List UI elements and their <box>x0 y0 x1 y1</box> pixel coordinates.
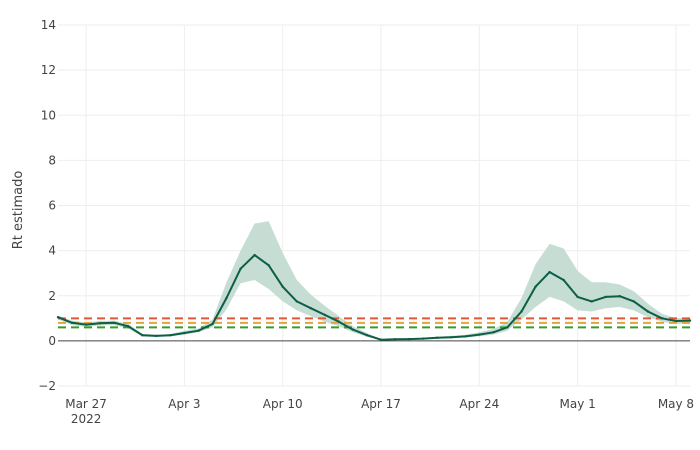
rt-data-point <box>548 270 551 274</box>
rt-data-point <box>239 267 242 270</box>
confidence-band <box>58 221 690 340</box>
rt-data-point <box>197 329 200 332</box>
y-tick-label: 8 <box>48 153 56 167</box>
rt-data-point <box>506 326 509 329</box>
rt-data-point <box>211 322 214 326</box>
x-tick-label: Apr 24 <box>459 397 499 411</box>
rt-data-point <box>688 319 692 322</box>
rt-data-point <box>70 321 74 324</box>
rt-data-point <box>155 334 158 338</box>
rt-series-line <box>57 254 691 341</box>
x-tick-label: May 8 <box>658 397 694 411</box>
rt-data-point <box>646 310 650 313</box>
y-tick-label: 0 <box>48 334 56 348</box>
rt-data-point <box>422 337 425 340</box>
rt-data-point <box>113 321 116 324</box>
rt-data-point <box>295 300 298 303</box>
rt-data-point <box>576 295 579 299</box>
x-tick-label: May 1 <box>560 397 596 411</box>
rt-data-point <box>141 334 144 337</box>
rt-data-point <box>56 316 60 319</box>
rt-data-point <box>183 331 186 335</box>
rt-data-point <box>379 338 383 341</box>
rt-data-point <box>253 253 256 257</box>
rt-data-point <box>618 295 621 298</box>
gridlines <box>58 24 690 387</box>
rt-data-point <box>590 300 593 303</box>
y-tick-label: 4 <box>48 244 56 258</box>
rt-data-point <box>365 334 369 337</box>
reference-lines <box>58 317 690 329</box>
series-line-layer <box>56 253 692 341</box>
rt-data-point <box>407 337 411 341</box>
y-axis-title: Rt estimado <box>11 171 26 250</box>
x-tick-label: Apr 3 <box>168 397 200 411</box>
rt-data-point <box>309 307 312 310</box>
rt-data-point <box>520 310 523 313</box>
y-tick-label: 6 <box>48 199 56 213</box>
rt-data-point <box>281 285 284 288</box>
x-tick-label: Mar 27 <box>65 397 107 411</box>
rt-data-point <box>98 322 102 325</box>
rt-data-point <box>323 313 326 317</box>
rt-data-point <box>393 338 397 341</box>
x-tick-year-label: 2022 <box>71 412 102 426</box>
rt-data-point <box>562 278 565 282</box>
rt-data-point <box>660 317 664 320</box>
y-tick-label: 12 <box>41 63 56 77</box>
rt-data-point <box>674 319 678 323</box>
y-tick-labels: −2 0 2 4 6 8 10 12 14 <box>38 18 56 393</box>
y-tick-label: 14 <box>41 18 56 32</box>
rt-data-point <box>436 336 439 339</box>
y-tick-label: −2 <box>38 379 56 393</box>
rt-data-point <box>169 334 172 337</box>
rt-data-point <box>632 300 635 303</box>
rt-data-point <box>604 295 607 299</box>
rt-data-point <box>127 325 130 328</box>
rt-data-point <box>267 264 270 267</box>
rt-data-point <box>337 320 341 323</box>
rt-data-point <box>84 323 88 326</box>
rt-data-point <box>534 285 537 288</box>
rt-data-point <box>450 336 453 339</box>
rt-data-point <box>351 328 355 331</box>
rt-data-point <box>464 335 467 338</box>
rt-data-point <box>478 333 481 336</box>
confidence-band-layer <box>58 221 690 340</box>
y-tick-label: 10 <box>41 108 56 122</box>
rt-data-point <box>225 296 228 300</box>
y-tick-label: 2 <box>48 289 56 303</box>
x-tick-label: Apr 10 <box>263 397 303 411</box>
rt-data-point <box>492 331 495 334</box>
x-tick-label: Apr 17 <box>361 397 401 411</box>
